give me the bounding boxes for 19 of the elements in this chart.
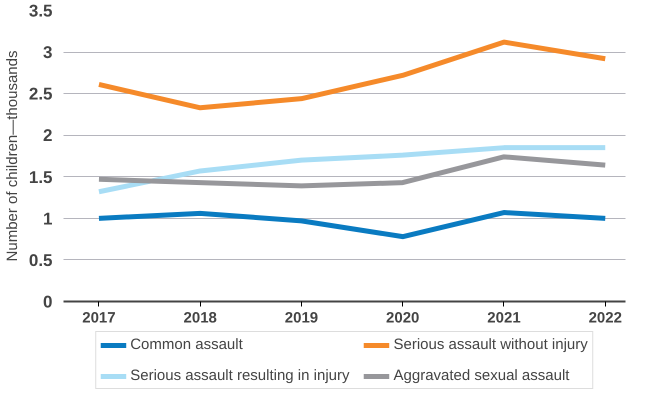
x-tick-label: 2022 [588, 310, 622, 326]
x-tick-label: 2021 [487, 310, 521, 326]
y-tick-label: 3 [43, 43, 53, 62]
legend-label: Common assault [130, 336, 243, 353]
y-tick-label: 1.5 [28, 168, 53, 187]
legend-label: Aggravated sexual assault [394, 367, 570, 384]
y-tick-label: 1 [43, 209, 53, 228]
legend-label: Serious assault resulting in injury [130, 367, 350, 384]
x-tick-label: 2020 [386, 310, 420, 326]
y-tick-label: 2 [43, 126, 53, 146]
x-tick-label: 2019 [284, 310, 318, 326]
y-tick-label: 0 [43, 292, 53, 312]
y-tick-label: 2.5 [28, 84, 53, 104]
y-tick-label: 3.5 [28, 2, 53, 20]
y-tick-label: 0.5 [28, 250, 53, 270]
y-axis-title: Number of children—thousands [4, 50, 21, 262]
x-tick-label: 2017 [82, 310, 116, 326]
x-tick-label: 2018 [184, 310, 217, 326]
legend-label: Serious assault without injury [394, 336, 588, 353]
